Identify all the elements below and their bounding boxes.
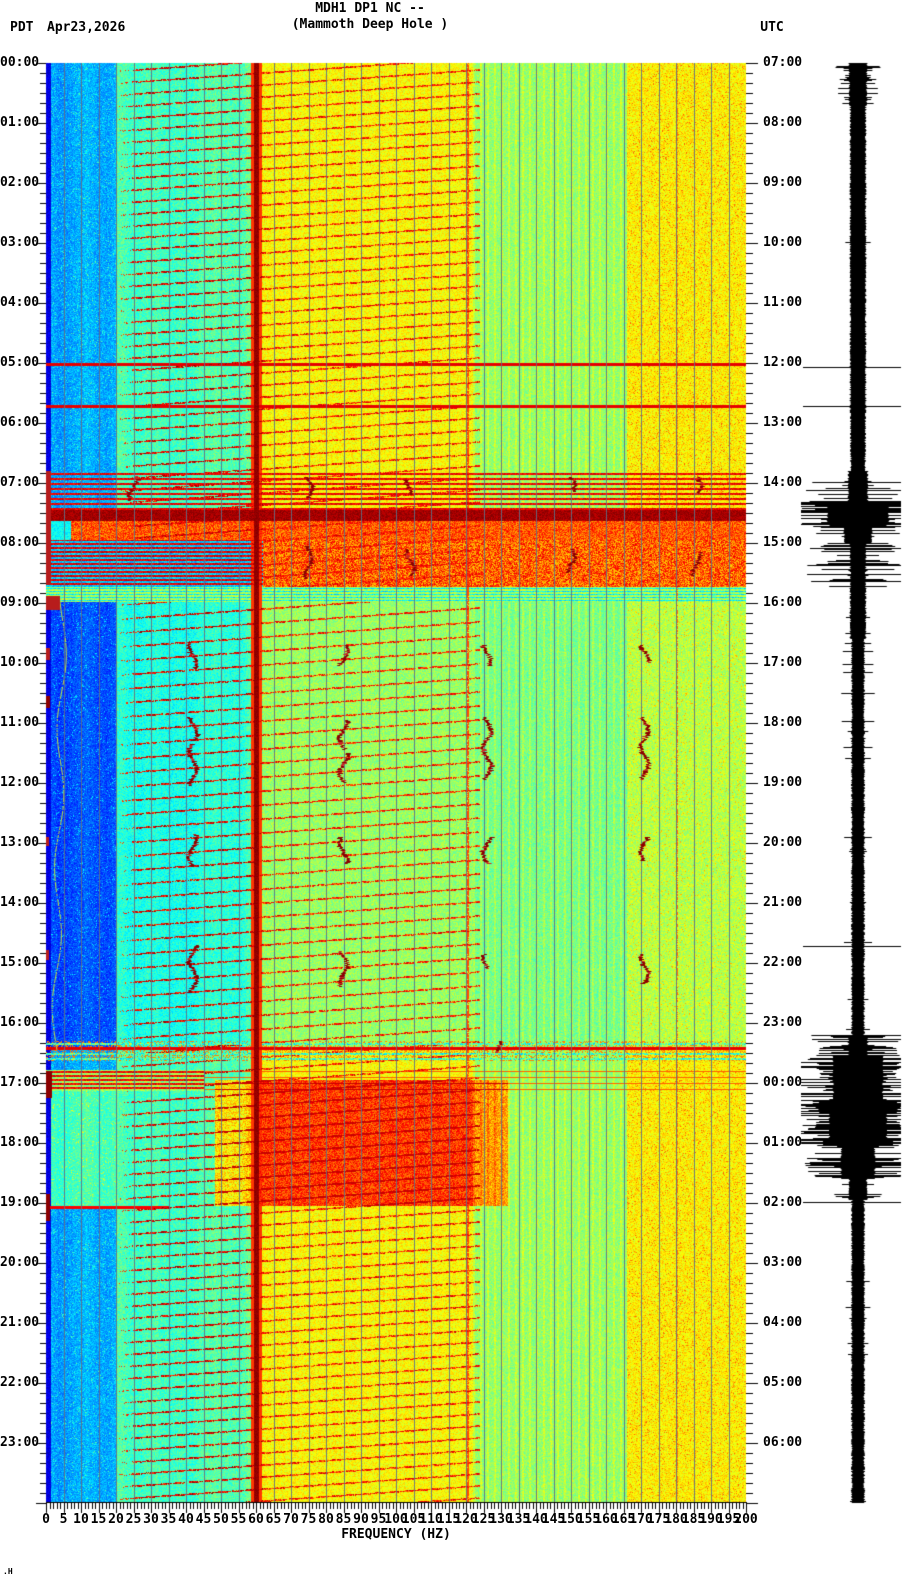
frequency-tick-label: 150 bbox=[559, 1512, 583, 1527]
frequency-tick-label: 55 bbox=[230, 1512, 247, 1527]
right-time-label: 04:00 bbox=[763, 1315, 803, 1330]
left-time-label: 20:00 bbox=[0, 1255, 40, 1270]
left-time-label: 00:00 bbox=[0, 55, 40, 70]
frequency-tick-label: 175 bbox=[646, 1512, 671, 1527]
left-time-label: 04:00 bbox=[0, 295, 40, 310]
frequency-tick-label: 65 bbox=[265, 1512, 282, 1527]
date-label: Apr23,2026 bbox=[47, 20, 126, 35]
frequency-tick-label: 45 bbox=[195, 1512, 212, 1527]
left-time-label: 16:00 bbox=[0, 1015, 40, 1030]
frequency-tick-label: 115 bbox=[436, 1512, 461, 1527]
frequency-tick-label: 180 bbox=[664, 1512, 688, 1527]
frequency-tick-label: 85 bbox=[335, 1512, 352, 1527]
right-time-label: 00:00 bbox=[763, 1075, 803, 1090]
right-time-label: 16:00 bbox=[763, 595, 803, 610]
frequency-tick-label: 130 bbox=[489, 1512, 513, 1527]
frequency-tick-label: 90 bbox=[353, 1512, 369, 1527]
right-time-label: 02:00 bbox=[763, 1195, 803, 1210]
left-time-label: 23:00 bbox=[0, 1435, 40, 1450]
right-time-label: 22:00 bbox=[763, 955, 803, 970]
right-time-label: 12:00 bbox=[763, 355, 803, 370]
left-time-label: 19:00 bbox=[0, 1195, 40, 1210]
right-time-label: 08:00 bbox=[763, 115, 803, 130]
right-time-label: 17:00 bbox=[763, 655, 803, 670]
frequency-tick-label: 95 bbox=[370, 1512, 387, 1527]
left-time-label: 22:00 bbox=[0, 1375, 40, 1390]
right-time-label: 19:00 bbox=[763, 775, 803, 790]
right-time-label: 18:00 bbox=[763, 715, 803, 730]
left-time-label: 12:00 bbox=[0, 775, 40, 790]
left-time-label: 09:00 bbox=[0, 595, 40, 610]
x-axis-title: FREQUENCY (HZ) bbox=[341, 1527, 451, 1542]
right-time-label: 20:00 bbox=[763, 835, 803, 850]
left-time-label: 01:00 bbox=[0, 115, 40, 130]
frequency-tick-label: 5 bbox=[59, 1512, 68, 1527]
left-time-label: 08:00 bbox=[0, 535, 40, 550]
right-time-label: 14:00 bbox=[763, 475, 803, 490]
frequency-tick-label: 70 bbox=[283, 1512, 299, 1527]
left-time-label: 06:00 bbox=[0, 415, 40, 430]
frequency-tick-label: 145 bbox=[541, 1512, 566, 1527]
frequency-tick-label: 125 bbox=[471, 1512, 496, 1527]
left-time-label: 07:00 bbox=[0, 475, 40, 490]
frequency-tick-label: 60 bbox=[248, 1512, 264, 1527]
frequency-tick-label: 35 bbox=[160, 1512, 177, 1527]
left-time-label: 15:00 bbox=[0, 955, 40, 970]
frequency-tick-label: 165 bbox=[611, 1512, 636, 1527]
frequency-tick-label: 185 bbox=[681, 1512, 706, 1527]
frequency-tick-label: 50 bbox=[213, 1512, 229, 1527]
right-time-label: 05:00 bbox=[763, 1375, 803, 1390]
frequency-tick-label: 170 bbox=[629, 1512, 653, 1527]
right-time-label: 11:00 bbox=[763, 295, 803, 310]
right-time-label: 09:00 bbox=[763, 175, 803, 190]
left-time-label: 03:00 bbox=[0, 235, 40, 250]
right-time-label: 03:00 bbox=[763, 1255, 803, 1270]
station-subtitle: (Mammoth Deep Hole ) bbox=[291, 17, 449, 32]
frequency-tick-label: 20 bbox=[108, 1512, 124, 1527]
left-time-label: 18:00 bbox=[0, 1135, 40, 1150]
left-time-label: 13:00 bbox=[0, 835, 40, 850]
frequency-tick-label: 80 bbox=[318, 1512, 334, 1527]
frequency-tick-label: 140 bbox=[524, 1512, 548, 1527]
frequency-tick-label: 135 bbox=[506, 1512, 531, 1527]
left-time-label: 17:00 bbox=[0, 1075, 40, 1090]
frequency-tick-label: 195 bbox=[716, 1512, 741, 1527]
right-time-label: 15:00 bbox=[763, 535, 803, 550]
left-time-label: 14:00 bbox=[0, 895, 40, 910]
right-time-label: 21:00 bbox=[763, 895, 803, 910]
frequency-tick-label: 40 bbox=[178, 1512, 194, 1527]
right-time-label: 23:00 bbox=[763, 1015, 803, 1030]
station-title: MDH1 DP1 NC -- bbox=[315, 1, 425, 16]
frequency-tick-label: 120 bbox=[454, 1512, 478, 1527]
frequency-tick-label: 160 bbox=[594, 1512, 618, 1527]
right-time-label: 06:00 bbox=[763, 1435, 803, 1450]
frequency-tick-label: 30 bbox=[143, 1512, 159, 1527]
left-time-label: 05:00 bbox=[0, 355, 40, 370]
frequency-tick-label: 200 bbox=[734, 1512, 758, 1527]
frequency-tick-label: 155 bbox=[576, 1512, 601, 1527]
frequency-tick-label: 105 bbox=[401, 1512, 426, 1527]
right-timezone-label: UTC bbox=[760, 20, 784, 35]
left-time-label: 21:00 bbox=[0, 1315, 40, 1330]
right-time-label: 07:00 bbox=[763, 55, 803, 70]
left-time-label: 11:00 bbox=[0, 715, 40, 730]
frequency-tick-label: 110 bbox=[419, 1512, 443, 1527]
left-time-label: 02:00 bbox=[0, 175, 40, 190]
frequency-tick-label: 15 bbox=[90, 1512, 107, 1527]
right-time-label: 13:00 bbox=[763, 415, 803, 430]
frequency-tick-label: 25 bbox=[125, 1512, 142, 1527]
frequency-tick-label: 190 bbox=[699, 1512, 723, 1527]
left-timezone-label: PDT bbox=[10, 20, 34, 35]
frequency-tick-label: 10 bbox=[73, 1512, 89, 1527]
frequency-tick-label: 0 bbox=[42, 1512, 50, 1527]
right-time-label: 01:00 bbox=[763, 1135, 803, 1150]
right-time-label: 10:00 bbox=[763, 235, 803, 250]
frequency-tick-label: 100 bbox=[384, 1512, 408, 1527]
frequency-tick-label: 75 bbox=[300, 1512, 317, 1527]
left-time-label: 10:00 bbox=[0, 655, 40, 670]
corner-mark: .H bbox=[3, 1567, 13, 1576]
